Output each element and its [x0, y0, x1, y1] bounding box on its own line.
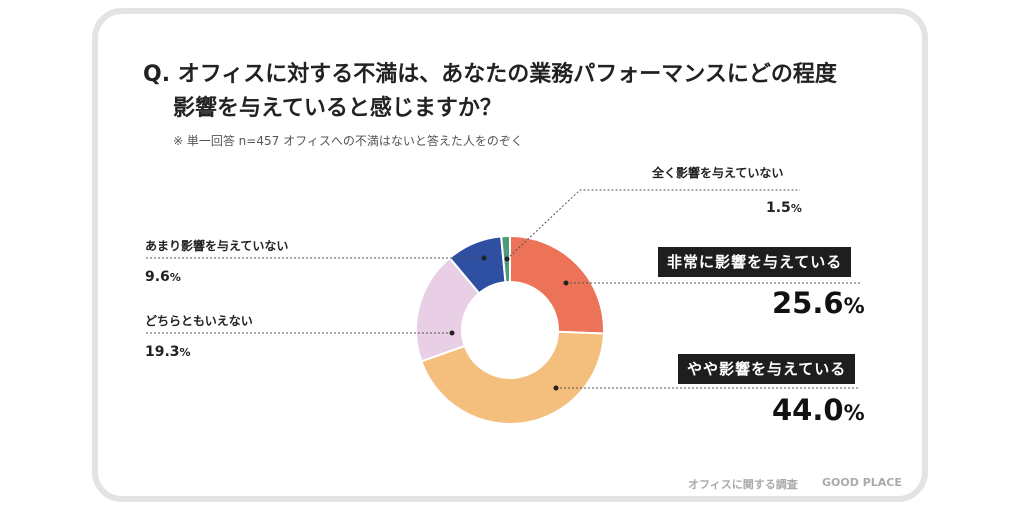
value-slice-3: 9.6%: [145, 269, 181, 285]
question-line2: 影響を与えていると感じますか？: [173, 96, 502, 121]
leader-dot-4: [504, 256, 510, 262]
leader-dot-3: [481, 255, 487, 261]
donut-slice-0: [509, 234, 605, 335]
leader-line-4: [506, 189, 800, 260]
label-slice-1: やや影響を与えている: [678, 354, 856, 384]
question-prefix: Q.: [143, 62, 171, 87]
label-slice-0: 非常に影響を与えている: [658, 247, 852, 277]
value-slice-2: 19.3%: [145, 344, 191, 360]
label-slice-3: あまり影響を与えていない: [145, 239, 289, 253]
footer-brand: GOOD PLACE: [822, 476, 902, 489]
donut-slice-1: [420, 330, 605, 425]
leader-dot-0: [563, 280, 569, 286]
value-slice-1: 44.0%: [772, 393, 865, 427]
survey-note: ※ 単一回答 n=457 オフィスへの不満はないと答えた人をのぞく: [173, 134, 523, 148]
leader-dot-2: [449, 330, 455, 336]
footer-survey-name: オフィスに関する調査: [688, 478, 798, 491]
question-title: Q. オフィスに対する不満は、あなたの業務パフォーマンスにどの程度 影響を与えて…: [143, 58, 903, 126]
leader-dot-1: [553, 385, 559, 391]
value-slice-0: 25.6%: [772, 286, 865, 320]
label-slice-2: どちらともいえない: [145, 314, 253, 328]
value-slice-4: 1.5%: [766, 200, 802, 216]
question-line1: オフィスに対する不満は、あなたの業務パフォーマンスにどの程度: [177, 62, 837, 87]
label-slice-4: 全く影響を与えていない: [652, 166, 784, 180]
